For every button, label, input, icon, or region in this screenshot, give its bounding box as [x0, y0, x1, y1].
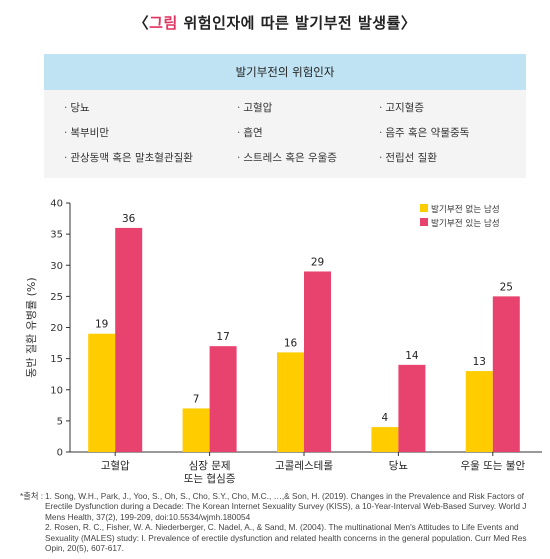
bar	[88, 333, 116, 452]
source-ref: 2. Rosen, R. C., Fisher, W. A. Niederber…	[45, 522, 527, 554]
y-tick-label: 35	[50, 230, 63, 241]
x-tick-label: 또는 협심증	[184, 472, 236, 485]
title-accent: 그림	[149, 14, 178, 32]
data-label: 16	[284, 337, 298, 349]
title-text: 위험인자에 따른 발기부전 발생률	[177, 14, 401, 32]
bar	[304, 271, 331, 452]
data-label: 14	[405, 350, 419, 362]
bar	[398, 364, 426, 452]
bar	[371, 427, 399, 452]
figure-title: 〈그림 위험인자에 따른 발기부전 발생률〉	[0, 12, 550, 33]
title-prefix: 〈	[133, 14, 150, 32]
y-tick-label: 20	[50, 323, 63, 334]
data-label: 7	[193, 393, 200, 405]
risk-item: 관상동맥 혹은 말초혈관질환	[64, 150, 193, 165]
bar	[277, 352, 304, 452]
legend-label: 발기부전 있는 남성	[431, 217, 500, 229]
bar	[209, 346, 237, 452]
data-label: 17	[216, 331, 229, 343]
risk-item: 스트레스 혹은 우울증	[237, 150, 337, 165]
bar	[182, 408, 210, 452]
bar	[465, 371, 493, 452]
data-label: 13	[473, 356, 486, 368]
source-lead: *출처 :	[20, 491, 44, 501]
bar	[115, 227, 143, 452]
risk-item: 복부비만	[64, 125, 109, 140]
data-label: 36	[122, 213, 136, 225]
source-ref: 1. Song, W.H., Park, J., Yoo, S., Oh, S.…	[45, 491, 527, 522]
title-suffix: 〉	[400, 14, 417, 32]
y-tick-label: 0	[57, 448, 63, 459]
y-tick-label: 5	[57, 416, 63, 427]
data-label: 4	[382, 412, 389, 424]
y-tick-label: 30	[50, 261, 63, 272]
risk-item: 음주 혹은 약물중독	[379, 125, 469, 140]
legend-label: 발기부전 없는 남성	[431, 204, 500, 215]
y-tick-label: 15	[50, 354, 63, 365]
x-tick-label: 고혈압	[101, 459, 130, 472]
y-tick-label: 40	[50, 199, 63, 210]
data-label: 19	[95, 319, 108, 331]
legend-swatch	[420, 204, 428, 212]
risk-factor-box: 발기부전의 위험인자 당뇨 복부비만 관상동맥 혹은 말초혈관질환 고혈압 흡연…	[44, 54, 526, 178]
legend-swatch	[420, 218, 428, 226]
data-label: 25	[500, 281, 513, 293]
risk-item: 당뇨	[64, 100, 89, 115]
risk-item: 고지혈증	[379, 100, 424, 115]
y-tick-label: 25	[50, 292, 63, 303]
y-axis-label: 동반 질환 유병률 (%)	[25, 277, 38, 377]
y-tick-label: 10	[50, 385, 63, 396]
x-tick-label: 우울 또는 불안	[460, 460, 525, 472]
x-tick-label: 심장 문제	[189, 460, 231, 472]
risk-item: 흡연	[237, 125, 262, 140]
risk-item: 고혈압	[237, 100, 272, 115]
x-tick-label: 당뇨	[389, 460, 409, 472]
bar	[492, 296, 520, 452]
risk-factor-header: 발기부전의 위험인자	[44, 54, 526, 90]
x-tick-label: 고콜레스테롤	[275, 460, 333, 472]
risk-factor-grid: 당뇨 복부비만 관상동맥 혹은 말초혈관질환 고혈압 흡연 스트레스 혹은 우울…	[44, 90, 526, 178]
source-note: *출처 : 1. Song, W.H., Park, J., Yoo, S., …	[20, 491, 540, 553]
risk-item: 전립선 질환	[379, 150, 437, 165]
data-label: 29	[311, 256, 324, 268]
bar-chart: 0 5 10 15 20 25 30 35 40 동반 질환 유병률 (%) 19 36 고혈압 7 17 심…	[25, 199, 542, 485]
